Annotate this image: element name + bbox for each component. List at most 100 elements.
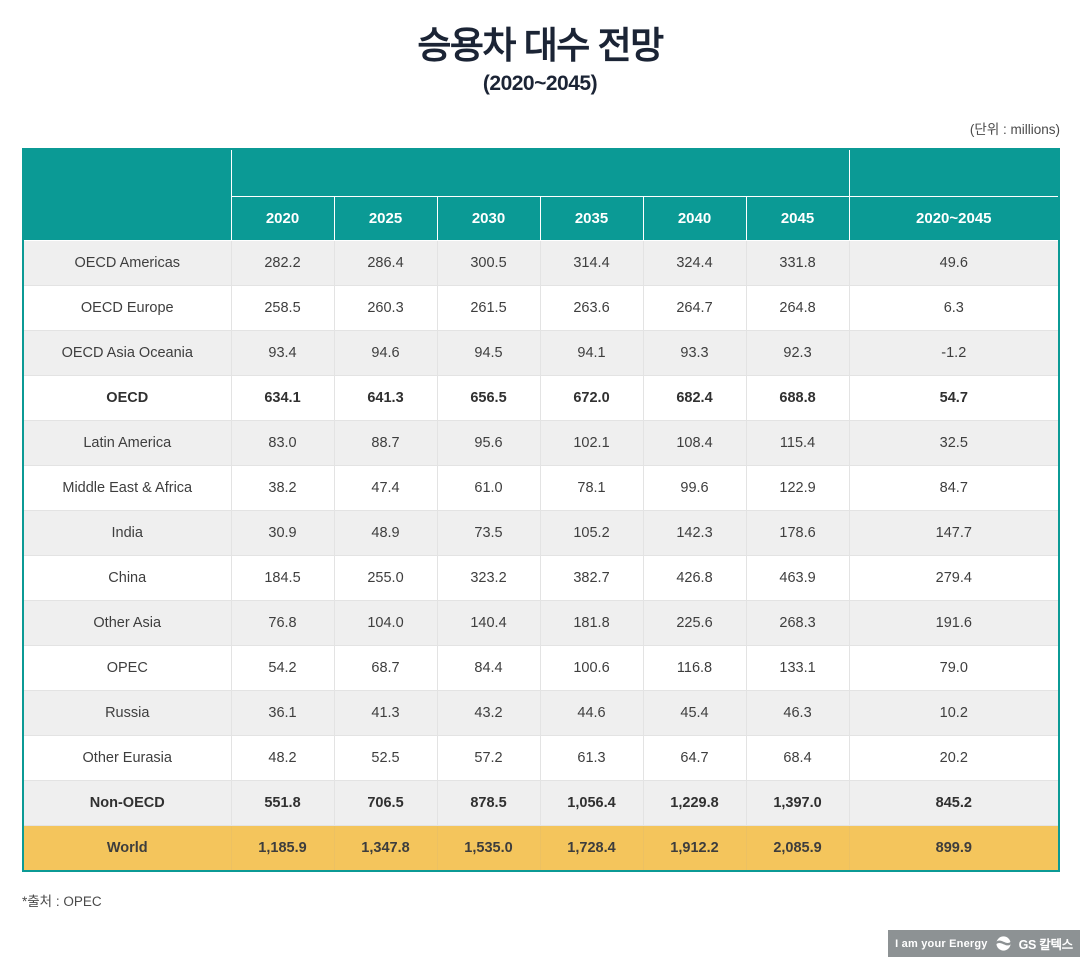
gs-swirl-circle-icon [995, 935, 1012, 952]
value-cell: 261.5 [436, 285, 541, 331]
value-cell: 115.4 [745, 420, 850, 466]
value-cell: 279.4 [848, 555, 1060, 601]
table-row: OECD Europe 258.5 260.3 261.5 263.6 264.7 264.… [22, 285, 1060, 331]
value-cell: 41.3 [333, 690, 438, 736]
value-cell: 845.2 [848, 780, 1060, 826]
region-label: Latin America [22, 420, 232, 466]
table-row: Middle East & Africa 38.2 47.4 61.0 78.1 99.6… [22, 465, 1060, 511]
value-cell: 61.0 [436, 465, 541, 511]
value-cell: 122.9 [745, 465, 850, 511]
value-cell: 104.0 [333, 600, 438, 646]
value-cell: 551.8 [230, 780, 335, 826]
source-footnote: *출처 : OPEC [22, 894, 102, 909]
value-cell: 73.5 [436, 510, 541, 556]
range-group-header [848, 148, 1060, 197]
value-cell: 181.8 [539, 600, 644, 646]
brand-slogan: I am your Energy [895, 937, 988, 950]
value-cell: 92.3 [745, 330, 850, 376]
value-cell: 263.6 [539, 285, 644, 331]
region-label: Middle East & Africa [22, 465, 232, 511]
table-row: OECD Americas 282.2 286.4 300.5 314.4 324.4 33… [22, 240, 1060, 286]
value-cell: 1,397.0 [745, 780, 850, 826]
value-cell: 95.6 [436, 420, 541, 466]
value-cell: 142.3 [642, 510, 747, 556]
value-cell: 1,728.4 [539, 825, 644, 872]
value-cell: 102.1 [539, 420, 644, 466]
value-cell: 48.9 [333, 510, 438, 556]
year-column-header: 2035 [539, 196, 644, 241]
value-cell: 79.0 [848, 645, 1060, 691]
year-column-header: 2020 [230, 196, 335, 241]
table-header: 2020 2025 2030 2035 2040 2045 2020~2045 [22, 148, 1060, 241]
range-column-header: 2020~2045 [848, 196, 1060, 241]
value-cell: 36.1 [230, 690, 335, 736]
value-cell: 656.5 [436, 375, 541, 421]
value-cell: 323.2 [436, 555, 541, 601]
value-cell: 147.7 [848, 510, 1060, 556]
page-subtitle: (2020~2045) [482, 71, 598, 95]
value-cell: 83.0 [230, 420, 335, 466]
years-group-header [230, 148, 850, 197]
value-cell: 46.3 [745, 690, 850, 736]
region-label: India [22, 510, 232, 556]
value-cell: 324.4 [642, 240, 747, 286]
year-column-header: 2045 [745, 196, 850, 241]
value-cell: 706.5 [333, 780, 438, 826]
region-label: Other Asia [22, 600, 232, 646]
value-cell: 84.7 [848, 465, 1060, 511]
table-row: China 184.5 255.0 323.2 382.7 426.8 463.9 279.4 [22, 555, 1060, 601]
region-label: Other Eurasia [22, 735, 232, 781]
value-cell: 258.5 [230, 285, 335, 331]
value-cell: 255.0 [333, 555, 438, 601]
value-cell: 54.7 [848, 375, 1060, 421]
value-cell: 47.4 [333, 465, 438, 511]
value-cell: 264.8 [745, 285, 850, 331]
region-label: China [22, 555, 232, 601]
value-cell: 899.9 [848, 825, 1060, 872]
value-cell: 264.7 [642, 285, 747, 331]
value-cell: 1,229.8 [642, 780, 747, 826]
value-cell: 64.7 [642, 735, 747, 781]
region-label: Non-OECD [22, 780, 232, 826]
value-cell: 1,347.8 [333, 825, 438, 872]
value-cell: 99.6 [642, 465, 747, 511]
table-row: World 1,185.9 1,347.8 1,535.0 1,728.4 1,912.2… [22, 825, 1060, 872]
value-cell: 32.5 [848, 420, 1060, 466]
table-row: Other Eurasia 48.2 52.5 57.2 61.3 64.7 68.4 20.… [22, 735, 1060, 781]
table-row: Latin America 83.0 88.7 95.6 102.1 108.4 115.4… [22, 420, 1060, 466]
value-cell: 45.4 [642, 690, 747, 736]
value-cell: 84.4 [436, 645, 541, 691]
region-label: OPEC [22, 645, 232, 691]
table-row: OECD Asia Oceania 93.4 94.6 94.5 94.1 93.3 92.… [22, 330, 1060, 376]
year-column-header: 2030 [436, 196, 541, 241]
page-header: 승용차 대수 전망 (2020~2045) [0, 0, 1080, 96]
year-column-header: 2040 [642, 196, 747, 241]
value-cell: 463.9 [745, 555, 850, 601]
value-cell: 61.3 [539, 735, 644, 781]
region-label: OECD Americas [22, 240, 232, 286]
value-cell: 94.1 [539, 330, 644, 376]
table-row: India 30.9 48.9 73.5 105.2 142.3 178.6 147.7 [22, 510, 1060, 556]
value-cell: 268.3 [745, 600, 850, 646]
table-row: Non-OECD 551.8 706.5 878.5 1,056.4 1,229.8 1,3… [22, 780, 1060, 826]
value-cell: 133.1 [745, 645, 850, 691]
value-cell: 68.4 [745, 735, 850, 781]
region-label: Russia [22, 690, 232, 736]
value-cell: 426.8 [642, 555, 747, 601]
value-cell: 641.3 [333, 375, 438, 421]
brand-name: GS 칼텍스 [1018, 938, 1074, 952]
value-cell: 52.5 [333, 735, 438, 781]
unit-note: (단위 : millions) [969, 122, 1060, 137]
value-cell: 54.2 [230, 645, 335, 691]
value-cell: 68.7 [333, 645, 438, 691]
region-label: OECD Europe [22, 285, 232, 331]
table-row: OECD 634.1 641.3 656.5 672.0 682.4 688.8 54.7 [22, 375, 1060, 421]
forecast-table: 2020 2025 2030 2035 2040 2045 2020~2045 OECD A… [22, 148, 1060, 872]
value-cell: 94.5 [436, 330, 541, 376]
value-cell: 688.8 [745, 375, 850, 421]
value-cell: 282.2 [230, 240, 335, 286]
value-cell: 10.2 [848, 690, 1060, 736]
value-cell: 184.5 [230, 555, 335, 601]
page-title: 승용차 대수 전망 [417, 25, 664, 66]
header-years-row: 2020 2025 2030 2035 2040 2045 2020~2045 [23, 196, 1060, 241]
